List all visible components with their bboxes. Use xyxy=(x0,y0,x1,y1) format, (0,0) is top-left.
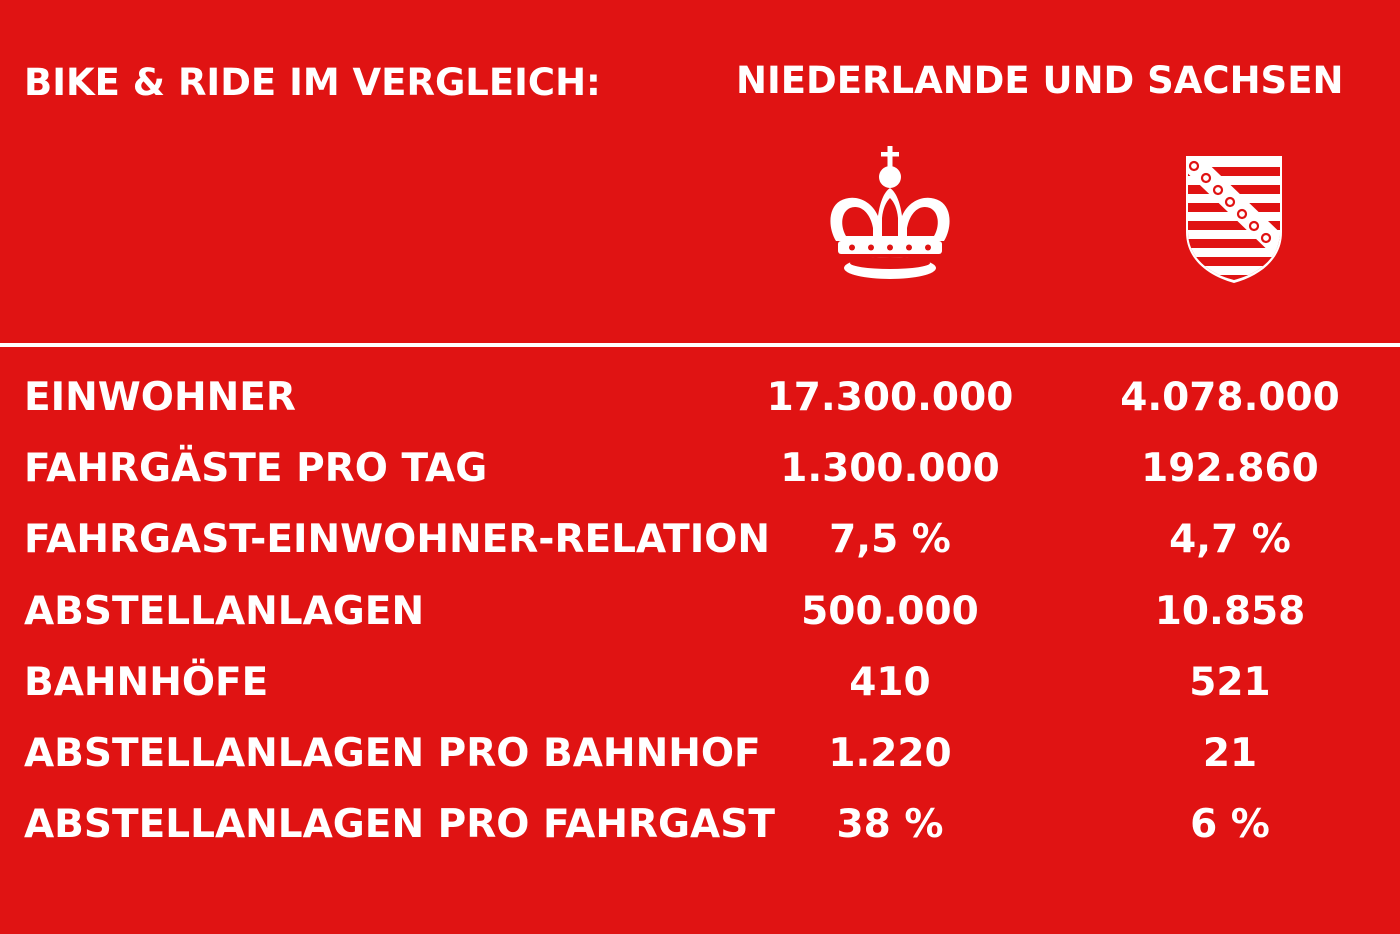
table-row: FAHRGÄSTE PRO TAG 1.300.000 192.860 xyxy=(0,433,1400,504)
netherlands-value: 38 % xyxy=(836,802,944,848)
comparison-table: EINWOHNER 17.300.000 4.078.000 FAHRGÄSTE… xyxy=(0,362,1400,860)
table-row: BAHNHÖFE 410 521 xyxy=(0,647,1400,718)
row-label: ABSTELLANLAGEN xyxy=(24,588,425,634)
saxony-value: 192.860 xyxy=(1141,446,1319,492)
row-label: FAHRGÄSTE PRO TAG xyxy=(24,446,488,492)
page-title: BIKE & RIDE IM VERGLEICH: xyxy=(24,61,601,104)
table-row: FAHRGAST-EINWOHNER-RELATION 7,5 % 4,7 % xyxy=(0,504,1400,575)
netherlands-value: 17.300.000 xyxy=(766,375,1014,420)
header-divider xyxy=(0,343,1400,347)
table-row: ABSTELLANLAGEN PRO FAHRGAST 38 % 6 % xyxy=(0,789,1400,860)
row-label: FAHRGAST-EINWOHNER-RELATION xyxy=(24,517,771,563)
saxony-value: 6 % xyxy=(1190,802,1270,848)
saxony-value: 4.078.000 xyxy=(1120,375,1340,420)
netherlands-value: 1.220 xyxy=(828,730,952,776)
saxony-value: 521 xyxy=(1189,659,1271,705)
row-label: ABSTELLANLAGEN PRO BAHNHOF xyxy=(24,730,761,776)
table-row: EINWOHNER 17.300.000 4.078.000 xyxy=(0,362,1400,433)
crown-icon xyxy=(830,146,950,279)
row-label: BAHNHÖFE xyxy=(24,659,269,705)
netherlands-value: 7,5 % xyxy=(829,517,951,563)
row-label: ABSTELLANLAGEN PRO FAHRGAST xyxy=(24,802,775,848)
saxony-coat-of-arms-icon xyxy=(1186,156,1282,283)
table-row: ABSTELLANLAGEN PRO BAHNHOF 1.220 21 xyxy=(0,718,1400,789)
table-row: ABSTELLANLAGEN 500.000 10.858 xyxy=(0,576,1400,647)
netherlands-value: 1.300.000 xyxy=(780,446,1000,492)
saxony-value: 10.858 xyxy=(1154,588,1306,634)
netherlands-value: 410 xyxy=(849,659,931,705)
comparison-subtitle: NIEDERLANDE UND SACHSEN xyxy=(736,59,1344,102)
row-label: EINWOHNER xyxy=(24,375,296,420)
saxony-value: 4,7 % xyxy=(1169,517,1291,563)
netherlands-value: 500.000 xyxy=(801,588,979,634)
saxony-value: 21 xyxy=(1202,730,1258,776)
